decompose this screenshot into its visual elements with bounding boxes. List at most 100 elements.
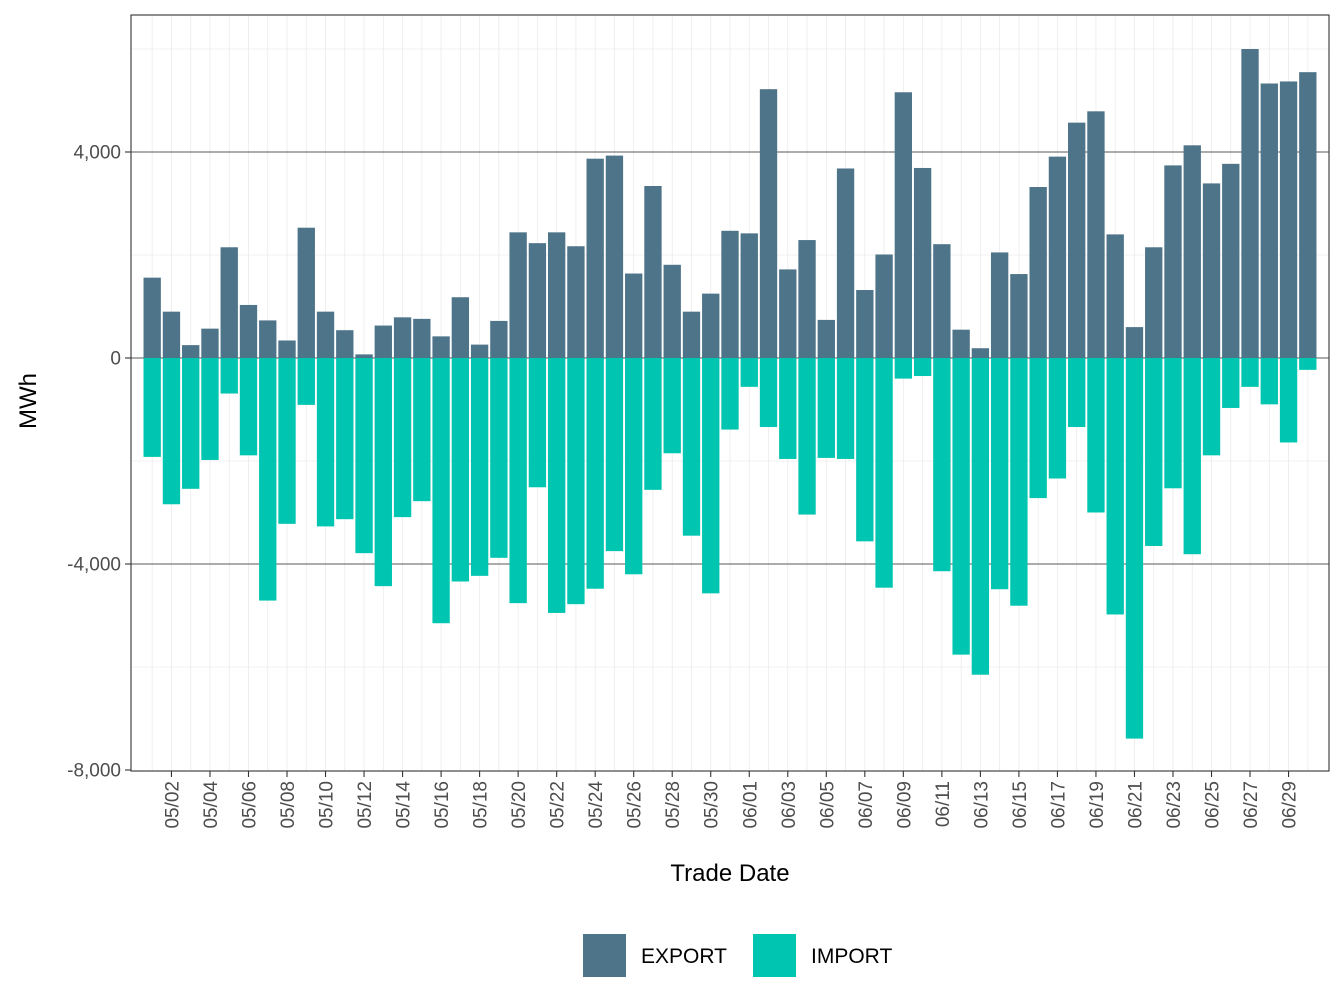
bar-export-06-28 bbox=[1260, 83, 1278, 358]
bar-export-05-01 bbox=[143, 277, 161, 358]
bar-import-06-26 bbox=[1222, 358, 1240, 408]
x-tick-label: 06/17 bbox=[1048, 781, 1069, 829]
bar-import-05-13 bbox=[374, 358, 392, 587]
bar-export-06-10 bbox=[913, 167, 932, 358]
legend-label-export: EXPORT bbox=[641, 945, 727, 968]
bar-export-06-15 bbox=[1010, 274, 1028, 358]
bar-export-06-27 bbox=[1241, 49, 1259, 358]
bar-import-05-29 bbox=[682, 358, 701, 536]
bar-import-06-15 bbox=[1010, 358, 1028, 606]
bar-import-05-25 bbox=[605, 358, 624, 552]
bar-export-06-30 bbox=[1299, 72, 1317, 359]
bar-import-05-01 bbox=[143, 358, 161, 457]
legend-label-import: IMPORT bbox=[811, 945, 892, 968]
bar-import-05-04 bbox=[201, 358, 219, 460]
bar-export-05-24 bbox=[586, 158, 604, 358]
bar-export-05-03 bbox=[182, 345, 200, 358]
legend: EXPORT IMPORT bbox=[583, 934, 892, 977]
x-tick-label: 05/16 bbox=[432, 781, 453, 829]
bar-export-06-25 bbox=[1202, 183, 1221, 358]
bar-export-05-11 bbox=[336, 330, 354, 358]
bar-import-06-05 bbox=[817, 358, 835, 458]
bar-import-06-23 bbox=[1164, 358, 1182, 489]
x-tick-label: 06/01 bbox=[740, 781, 761, 829]
x-axis-title: Trade Date bbox=[670, 860, 789, 887]
bar-export-05-27 bbox=[644, 185, 662, 358]
bar-import-05-10 bbox=[316, 358, 335, 527]
bar-import-05-11 bbox=[336, 358, 354, 520]
bar-export-05-07 bbox=[259, 320, 277, 358]
legend-swatch-import bbox=[753, 934, 796, 977]
bar-import-05-31 bbox=[721, 358, 739, 430]
y-tick-label: -8,000 bbox=[67, 761, 121, 782]
bar-export-06-19 bbox=[1087, 111, 1105, 358]
bar-export-06-02 bbox=[759, 89, 778, 359]
bar-import-05-08 bbox=[278, 358, 296, 524]
bar-import-05-07 bbox=[259, 358, 277, 601]
bar-import-06-29 bbox=[1279, 358, 1298, 443]
x-tick-label: 06/11 bbox=[933, 781, 954, 827]
bars bbox=[143, 49, 1317, 739]
bar-export-05-30 bbox=[702, 293, 720, 358]
bar-export-06-16 bbox=[1029, 187, 1047, 358]
x-tick-label: 05/26 bbox=[625, 781, 646, 829]
bar-export-06-17 bbox=[1048, 156, 1067, 358]
bar-export-05-28 bbox=[663, 264, 681, 358]
bar-import-05-12 bbox=[355, 358, 373, 554]
bar-export-05-13 bbox=[374, 325, 392, 358]
axes: 4,000 0 -4,000 -8,000 05/02 05/04 05/06 05/08 05… bbox=[67, 143, 1300, 829]
bar-import-05-30 bbox=[702, 358, 720, 594]
bar-export-05-19 bbox=[490, 320, 508, 358]
bar-export-05-21 bbox=[528, 243, 547, 358]
x-tick-label: 05/06 bbox=[239, 781, 260, 829]
bar-import-05-03 bbox=[182, 358, 200, 489]
bar-export-06-24 bbox=[1183, 145, 1201, 358]
bar-export-05-26 bbox=[625, 273, 643, 358]
bar-import-06-08 bbox=[875, 358, 893, 588]
bar-import-06-18 bbox=[1068, 358, 1086, 428]
bar-import-05-28 bbox=[663, 358, 681, 454]
x-tick-label: 05/20 bbox=[509, 781, 530, 829]
x-tick-label: 05/22 bbox=[548, 781, 569, 829]
bar-export-05-31 bbox=[721, 230, 739, 358]
bar-export-05-17 bbox=[451, 297, 470, 358]
bar-import-05-22 bbox=[547, 358, 566, 613]
bar-export-06-07 bbox=[856, 290, 874, 358]
bar-import-05-18 bbox=[470, 358, 489, 576]
bar-import-06-17 bbox=[1048, 358, 1067, 479]
x-tick-label: 06/21 bbox=[1125, 781, 1146, 829]
bar-import-06-04 bbox=[798, 358, 816, 515]
bar-import-06-19 bbox=[1087, 358, 1105, 513]
bar-export-05-09 bbox=[297, 227, 315, 358]
bar-export-05-20 bbox=[509, 232, 527, 358]
bar-import-06-20 bbox=[1106, 358, 1124, 615]
bar-export-06-14 bbox=[990, 252, 1009, 358]
bar-import-06-03 bbox=[779, 358, 797, 459]
bar-import-05-23 bbox=[567, 358, 585, 605]
bar-import-06-02 bbox=[759, 358, 778, 428]
bar-export-06-18 bbox=[1068, 122, 1086, 359]
bar-export-06-09 bbox=[894, 92, 913, 358]
bar-import-05-16 bbox=[432, 358, 450, 624]
x-tick-label: 06/25 bbox=[1203, 781, 1224, 829]
bar-import-05-27 bbox=[644, 358, 662, 490]
bar-export-06-11 bbox=[933, 244, 951, 358]
x-tick-label: 05/28 bbox=[663, 781, 684, 829]
bar-export-06-20 bbox=[1106, 234, 1124, 358]
x-tick-label: 06/09 bbox=[894, 781, 915, 829]
bar-export-06-03 bbox=[779, 269, 797, 358]
bar-import-05-09 bbox=[297, 358, 315, 405]
y-tick-label: 0 bbox=[110, 349, 121, 370]
y-tick-label: 4,000 bbox=[73, 143, 121, 164]
x-tick-label: 05/30 bbox=[702, 781, 723, 829]
y-axis-title: MWh bbox=[15, 373, 42, 429]
bar-export-06-22 bbox=[1145, 247, 1163, 358]
bar-import-06-09 bbox=[894, 358, 913, 379]
bar-import-05-14 bbox=[393, 358, 412, 518]
bar-export-05-16 bbox=[432, 336, 450, 358]
bar-import-05-06 bbox=[239, 358, 258, 456]
bar-import-06-24 bbox=[1183, 358, 1201, 555]
bar-import-05-05 bbox=[220, 358, 238, 394]
